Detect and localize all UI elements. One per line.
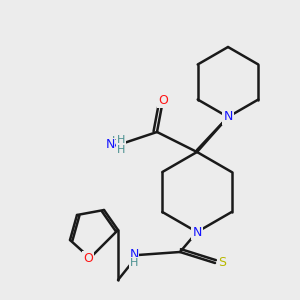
Text: N: N: [129, 248, 139, 262]
Text: N: N: [105, 139, 115, 152]
Text: N: N: [111, 142, 121, 155]
Text: O: O: [158, 94, 168, 106]
Text: S: S: [218, 256, 226, 269]
Text: N: N: [192, 226, 202, 238]
Text: H: H: [117, 145, 125, 155]
Text: H: H: [112, 136, 120, 146]
Text: O: O: [83, 251, 93, 265]
Text: H: H: [130, 258, 138, 268]
Text: H: H: [117, 135, 125, 145]
Text: N: N: [223, 110, 233, 124]
